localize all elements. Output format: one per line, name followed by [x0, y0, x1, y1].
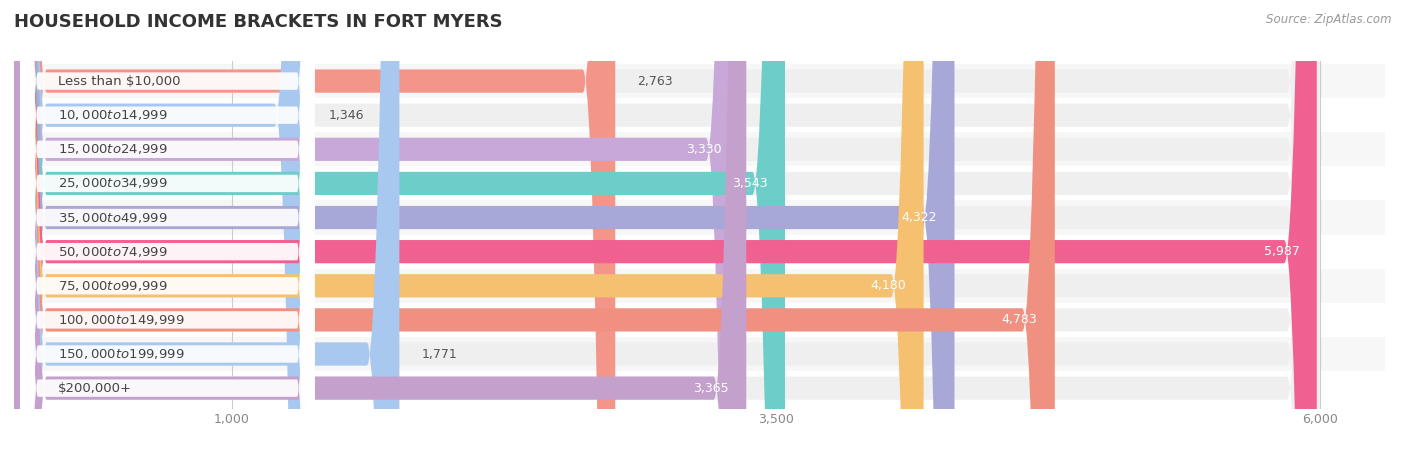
Text: Source: ZipAtlas.com: Source: ZipAtlas.com [1267, 13, 1392, 26]
Bar [14, 98, 1385, 132]
Text: 4,322: 4,322 [901, 211, 938, 224]
FancyBboxPatch shape [14, 0, 616, 449]
Text: $150,000 to $199,999: $150,000 to $199,999 [58, 347, 184, 361]
Bar [14, 337, 1385, 371]
Bar [14, 371, 1385, 405]
Text: $10,000 to $14,999: $10,000 to $14,999 [58, 108, 167, 122]
Bar [14, 303, 1385, 337]
FancyBboxPatch shape [14, 0, 1320, 449]
FancyBboxPatch shape [14, 0, 924, 449]
Bar [14, 167, 1385, 201]
FancyBboxPatch shape [21, 0, 315, 449]
FancyBboxPatch shape [21, 0, 315, 449]
FancyBboxPatch shape [14, 0, 307, 449]
Text: $100,000 to $149,999: $100,000 to $149,999 [58, 313, 184, 327]
FancyBboxPatch shape [14, 0, 1320, 449]
FancyBboxPatch shape [21, 0, 315, 449]
Bar [14, 64, 1385, 98]
FancyBboxPatch shape [14, 0, 747, 449]
Bar [14, 201, 1385, 234]
FancyBboxPatch shape [14, 0, 955, 449]
FancyBboxPatch shape [14, 0, 399, 449]
FancyBboxPatch shape [14, 0, 1320, 449]
FancyBboxPatch shape [21, 0, 315, 449]
FancyBboxPatch shape [14, 0, 738, 449]
Text: HOUSEHOLD INCOME BRACKETS IN FORT MYERS: HOUSEHOLD INCOME BRACKETS IN FORT MYERS [14, 13, 503, 31]
FancyBboxPatch shape [14, 0, 1320, 449]
FancyBboxPatch shape [21, 0, 315, 449]
Bar [14, 132, 1385, 167]
Text: $15,000 to $24,999: $15,000 to $24,999 [58, 142, 167, 156]
FancyBboxPatch shape [21, 0, 315, 449]
Text: $35,000 to $49,999: $35,000 to $49,999 [58, 211, 167, 224]
FancyBboxPatch shape [14, 0, 1320, 449]
Text: $200,000+: $200,000+ [58, 382, 132, 395]
FancyBboxPatch shape [21, 0, 315, 449]
FancyBboxPatch shape [21, 0, 315, 449]
Text: 1,771: 1,771 [422, 348, 457, 361]
Text: $50,000 to $74,999: $50,000 to $74,999 [58, 245, 167, 259]
Text: 4,783: 4,783 [1001, 313, 1038, 326]
FancyBboxPatch shape [14, 0, 1320, 449]
FancyBboxPatch shape [14, 0, 1054, 449]
FancyBboxPatch shape [14, 0, 1320, 449]
Text: 4,180: 4,180 [870, 279, 907, 292]
FancyBboxPatch shape [14, 0, 1320, 449]
Text: $75,000 to $99,999: $75,000 to $99,999 [58, 279, 167, 293]
FancyBboxPatch shape [14, 0, 1320, 449]
FancyBboxPatch shape [21, 0, 315, 449]
FancyBboxPatch shape [21, 0, 315, 449]
Bar [14, 234, 1385, 269]
FancyBboxPatch shape [14, 0, 1317, 449]
FancyBboxPatch shape [14, 0, 785, 449]
Text: 1,346: 1,346 [329, 109, 364, 122]
Bar [14, 269, 1385, 303]
FancyBboxPatch shape [14, 0, 1320, 449]
Text: $25,000 to $34,999: $25,000 to $34,999 [58, 176, 167, 190]
Text: 3,330: 3,330 [686, 143, 721, 156]
Text: 3,365: 3,365 [693, 382, 728, 395]
Text: 2,763: 2,763 [637, 75, 672, 88]
Text: 5,987: 5,987 [1264, 245, 1299, 258]
Text: 3,543: 3,543 [733, 177, 768, 190]
Text: Less than $10,000: Less than $10,000 [58, 75, 180, 88]
